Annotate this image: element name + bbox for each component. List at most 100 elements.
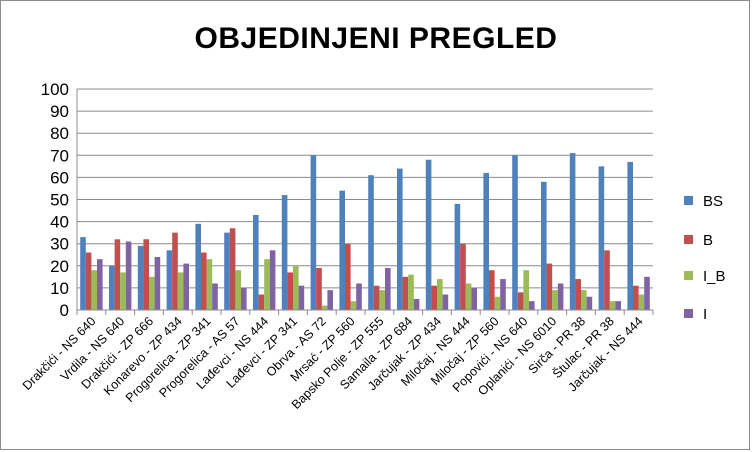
bars-layer — [80, 153, 650, 310]
bar-i — [586, 296, 593, 310]
bar-b — [258, 294, 265, 310]
bar-b — [229, 228, 236, 310]
bar-i-b — [91, 270, 97, 310]
bar-b — [201, 252, 207, 310]
bar-i-b — [465, 283, 472, 310]
y-tick-label: 10 — [50, 279, 69, 298]
bar-i — [500, 279, 506, 310]
y-tick-label: 80 — [50, 124, 69, 143]
bar-b — [143, 239, 149, 310]
y-tick-label: 60 — [50, 168, 69, 187]
grid-layer — [77, 88, 653, 311]
bar-i-b — [581, 290, 587, 310]
legend-label: B — [703, 232, 713, 249]
bar-i-b — [379, 290, 385, 310]
bar-b — [373, 285, 380, 310]
bar-i — [442, 294, 449, 310]
bar-b — [114, 239, 121, 310]
chart-title: OBJEDINJENI PREGLED — [194, 22, 558, 55]
bar-i — [327, 290, 333, 310]
bar-bs — [281, 195, 288, 310]
bar-b — [460, 243, 466, 310]
bar-b — [316, 268, 322, 310]
bar-i-b — [149, 276, 155, 310]
bar-bs — [598, 166, 605, 310]
legend-label: I — [703, 306, 707, 323]
bar-i-b — [321, 305, 328, 310]
bar-i — [154, 256, 161, 310]
bar-bs — [224, 232, 230, 310]
bar-b — [489, 270, 495, 310]
bar-bs — [137, 245, 144, 310]
bar-b — [431, 285, 437, 310]
y-tick-label: 50 — [50, 191, 69, 210]
bar-i — [644, 276, 650, 310]
bar-bs — [512, 155, 518, 310]
bar-i-b — [408, 274, 414, 310]
y-tick-label: 30 — [50, 235, 69, 254]
legend: BS B I_B I — [684, 193, 726, 323]
bar-i-b — [609, 301, 616, 310]
y-tick-label: 0 — [60, 301, 69, 320]
legend-label: I_B — [703, 268, 726, 285]
bar-b — [517, 292, 524, 310]
bar-i — [356, 283, 362, 310]
bar-bs — [339, 190, 345, 310]
bar-i-b — [264, 259, 270, 310]
bar-b — [172, 232, 178, 310]
bar-i — [298, 285, 305, 310]
bar-bs — [368, 175, 374, 310]
bar-i — [183, 263, 189, 310]
bar-b — [604, 250, 610, 310]
y-tick-label: 40 — [50, 213, 69, 232]
y-tick-label: 70 — [50, 146, 69, 165]
legend-swatch — [684, 271, 693, 280]
bar-i-b — [120, 272, 126, 310]
bar-i-b — [235, 270, 241, 310]
bar-b — [402, 276, 409, 310]
bar-bs — [541, 181, 547, 310]
y-tick-label: 90 — [50, 102, 69, 121]
bar-bs — [397, 168, 403, 310]
bar-b — [345, 243, 351, 310]
bar-i — [471, 287, 477, 310]
bar-bs — [483, 172, 489, 310]
bar-i-b — [638, 294, 645, 310]
bar-i-b — [494, 296, 501, 310]
bar-bs — [166, 250, 173, 310]
legend-label: BS — [703, 193, 723, 210]
bar-bs — [627, 161, 633, 310]
bar-bs — [569, 153, 576, 310]
bar-bs — [80, 237, 86, 310]
bar-i-b — [437, 279, 443, 310]
bar-i — [125, 241, 132, 310]
bar-i-b — [552, 290, 558, 310]
bar-bs — [253, 214, 259, 310]
bar-bs — [425, 159, 432, 310]
bar-i — [97, 259, 103, 310]
bar-b — [633, 285, 639, 310]
bar-i — [413, 298, 420, 310]
bar-i — [529, 301, 535, 310]
bar-bs — [109, 265, 115, 310]
legend-swatch — [684, 196, 693, 205]
bar-b — [546, 263, 553, 310]
bar-bs — [310, 155, 317, 310]
bar-b — [287, 272, 293, 310]
bar-b — [575, 279, 581, 310]
bar-i-b — [177, 272, 184, 310]
bar-i — [615, 301, 621, 310]
bar-b — [85, 252, 92, 310]
bar-i — [557, 283, 564, 310]
bar-i — [269, 250, 276, 310]
bar-i-b — [523, 270, 529, 310]
bar-bs — [454, 203, 461, 310]
bar-i-b — [350, 301, 357, 310]
bar-bs — [195, 223, 201, 310]
bar-i-b — [293, 265, 299, 310]
bar-i — [385, 268, 391, 310]
legend-swatch — [684, 309, 693, 318]
legend-swatch — [684, 235, 693, 244]
